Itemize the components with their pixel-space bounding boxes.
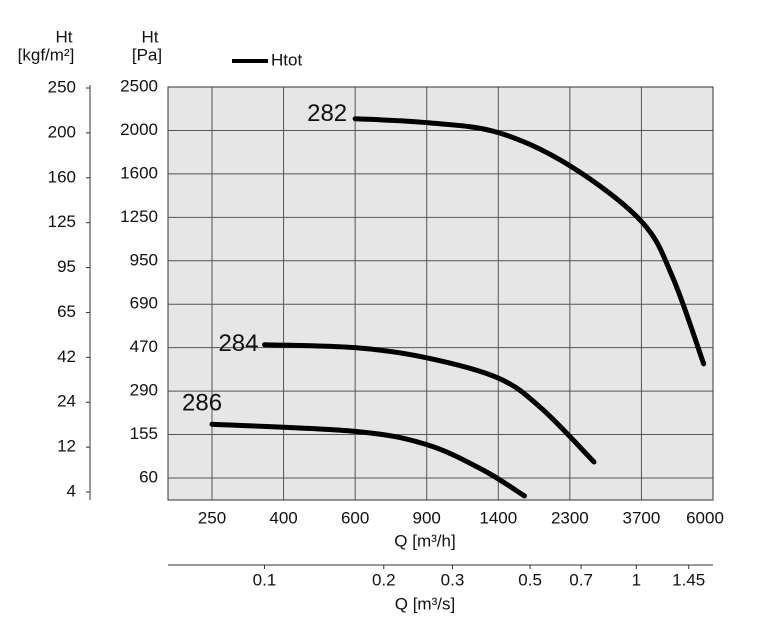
y2-tick-label: 24	[57, 392, 76, 411]
y2-tick-label: 4	[67, 481, 76, 500]
x-tick-label: 900	[413, 508, 441, 527]
curve-label: 282	[307, 100, 347, 127]
y-axis-title: [Pa]	[132, 45, 162, 64]
y2-tick-label: 65	[57, 302, 76, 321]
y2-tick-label: 200	[48, 122, 76, 141]
x-tick-label: 6000	[686, 508, 724, 527]
x2-tick-label: 0.3	[441, 570, 465, 589]
y-tick-label: 470	[130, 337, 158, 356]
y2-tick-label: 125	[48, 212, 76, 231]
y-tick-label: 2000	[120, 120, 158, 139]
y-tick-label: 2500	[120, 76, 158, 95]
x2-tick-label: 1	[632, 570, 641, 589]
plot-area	[168, 87, 713, 500]
y-tick-label: 1600	[120, 163, 158, 182]
y-tick-label: 1250	[120, 207, 158, 226]
legend-label: Htot	[271, 50, 302, 69]
plot-border	[167, 86, 714, 501]
y2-tick-label: 250	[48, 77, 76, 96]
x-tick-label: 1400	[479, 508, 517, 527]
y-axis-title: Ht	[142, 27, 159, 46]
y2-tick-label: 42	[57, 347, 76, 366]
x-tick-label: 3700	[623, 508, 661, 527]
x2-tick-label: 1.45	[672, 570, 705, 589]
x-tick-label: 250	[198, 508, 226, 527]
x2-tick-label: 0.5	[518, 570, 542, 589]
curve-label: 284	[218, 330, 258, 357]
y-tick-label: 290	[130, 381, 158, 400]
y2-tick-label: 12	[57, 437, 76, 456]
x-axis-title: Q [m³/h]	[394, 531, 455, 550]
y2-axis-title: [kgf/m²]	[18, 45, 75, 64]
y2-tick-label: 160	[48, 167, 76, 186]
x2-axis-title: Q [m³/s]	[395, 594, 455, 613]
curve	[261, 342, 597, 465]
y-tick-label: 60	[139, 467, 158, 486]
x2-tick-label: 0.1	[253, 570, 277, 589]
x2-tick-label: 0.2	[372, 570, 396, 589]
curve	[209, 421, 528, 499]
x-tick-label: 600	[341, 508, 369, 527]
y2-tick-label: 95	[57, 257, 76, 276]
x2-tick-label: 0.7	[569, 570, 593, 589]
y-tick-label: 950	[130, 250, 158, 269]
y2-axis-title: Ht	[56, 27, 73, 46]
curve-label: 286	[182, 390, 222, 417]
y-tick-label: 155	[130, 424, 158, 443]
x-tick-label: 400	[269, 508, 297, 527]
y-tick-label: 690	[130, 294, 158, 313]
x-tick-label: 2300	[551, 508, 589, 527]
curve	[352, 116, 707, 367]
